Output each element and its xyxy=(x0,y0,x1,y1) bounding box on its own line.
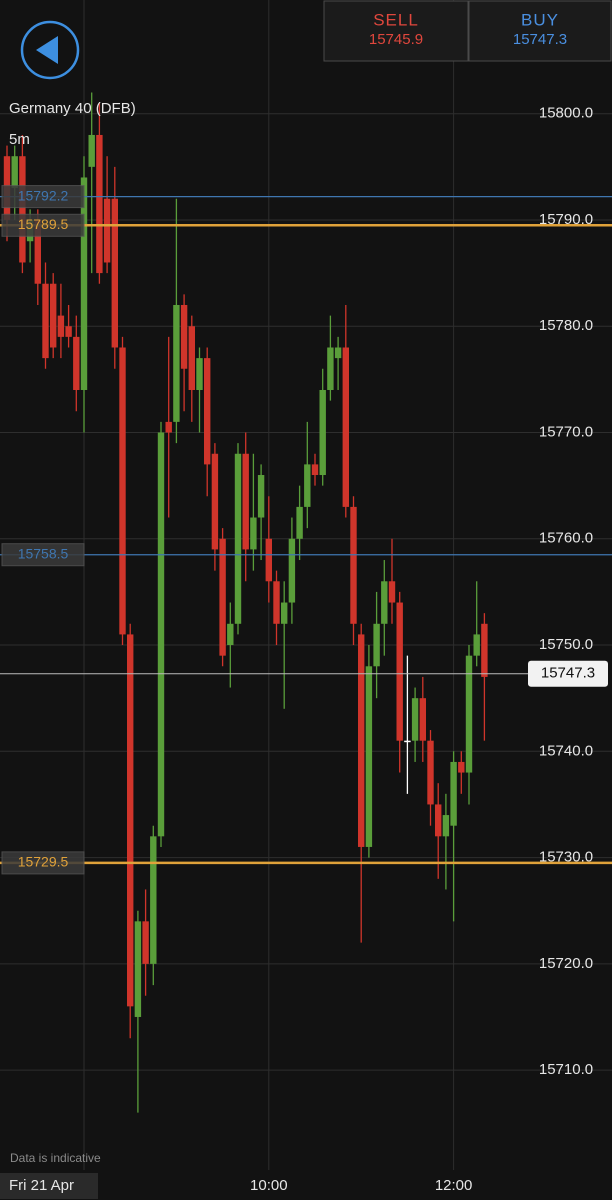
candle-body xyxy=(88,134,95,167)
candle-body xyxy=(50,283,57,348)
y-tick-label: 15790.0 xyxy=(539,211,593,228)
candle-body xyxy=(234,453,242,624)
candle-body xyxy=(396,602,403,741)
current-price-label: 15747.3 xyxy=(541,665,595,682)
candle-body xyxy=(442,815,450,837)
candle-body xyxy=(257,475,265,518)
date-badge xyxy=(0,1173,98,1199)
candle-body xyxy=(188,326,195,390)
candle-body xyxy=(481,623,488,677)
candle-body xyxy=(19,156,26,263)
candle-body xyxy=(211,453,219,550)
candle-body xyxy=(111,198,118,348)
x-tick-label: 10:00 xyxy=(250,1177,288,1194)
candle-body xyxy=(34,219,41,284)
candle-body xyxy=(250,517,257,550)
candle-body xyxy=(165,421,172,433)
candle-body xyxy=(350,506,357,624)
candle-body xyxy=(465,655,473,773)
candle-body xyxy=(334,347,342,359)
candle-body xyxy=(103,198,111,263)
candle-body xyxy=(180,304,188,369)
disclaimer: Data is indicative xyxy=(10,1151,101,1165)
candle-body xyxy=(427,740,434,805)
y-tick-label: 15750.0 xyxy=(539,636,593,653)
sell-price: 15745.9 xyxy=(369,31,423,48)
y-tick-label: 15730.0 xyxy=(539,849,593,866)
candle-body xyxy=(127,634,134,1007)
x-tick-label: 12:00 xyxy=(435,1177,473,1194)
candle-body xyxy=(142,921,149,964)
instrument-name: Germany 40 (DFB) xyxy=(9,100,136,117)
sell-button[interactable] xyxy=(323,0,469,62)
y-tick-label: 15760.0 xyxy=(539,530,593,547)
candle-body xyxy=(381,581,388,624)
level-badge xyxy=(1,185,85,209)
candle-body xyxy=(65,326,72,337)
level-label: 15789.5 xyxy=(18,216,69,232)
candle-body xyxy=(404,740,411,743)
candle-body xyxy=(119,347,126,635)
sell-label: SELL xyxy=(373,10,419,29)
y-tick-label: 15770.0 xyxy=(539,423,593,440)
candle-body xyxy=(73,336,80,390)
candle-body xyxy=(296,506,303,539)
buy-price: 15747.3 xyxy=(513,31,567,48)
candle-body xyxy=(319,390,326,476)
candle-body xyxy=(458,761,465,773)
y-tick-label: 15740.0 xyxy=(539,742,593,759)
candle-body xyxy=(204,358,211,465)
y-tick-label: 15720.0 xyxy=(539,955,593,972)
candle-body xyxy=(80,177,88,390)
candle-body xyxy=(288,538,296,603)
candle-body xyxy=(134,921,142,1017)
candle-body xyxy=(342,347,349,507)
y-tick-label: 15800.0 xyxy=(539,105,593,122)
candle-body xyxy=(57,315,65,337)
buy-button[interactable] xyxy=(468,0,612,62)
candle-body xyxy=(388,581,396,603)
level-badge xyxy=(1,543,85,567)
candle-body xyxy=(196,358,203,390)
y-tick-label: 15780.0 xyxy=(539,317,593,334)
candle-body xyxy=(242,453,249,550)
candle-body xyxy=(281,602,288,624)
level-label: 15792.2 xyxy=(18,187,69,203)
candle-body xyxy=(419,698,426,741)
candle-body xyxy=(373,623,380,667)
candle-body xyxy=(150,836,157,964)
level-label: 15758.5 xyxy=(18,545,69,561)
candle-body xyxy=(473,634,480,656)
candle-body xyxy=(227,623,234,646)
candle-body xyxy=(11,156,18,189)
candle-body xyxy=(411,698,419,741)
candle-body xyxy=(327,347,334,390)
back-button[interactable] xyxy=(20,20,80,80)
candle-body xyxy=(219,538,226,656)
date-label: Fri 21 Apr xyxy=(9,1177,74,1194)
level-label: 15729.5 xyxy=(18,854,69,870)
candle-body xyxy=(265,538,272,582)
back-icon xyxy=(36,36,58,64)
candle-body xyxy=(157,432,165,837)
level-badge xyxy=(1,213,85,237)
candle-body xyxy=(365,666,373,847)
candle-body xyxy=(304,464,311,507)
candle-body xyxy=(96,134,103,274)
candle-body xyxy=(450,761,457,826)
current-price-badge xyxy=(528,660,608,687)
buy-label: BUY xyxy=(521,10,559,29)
level-badge xyxy=(1,851,85,875)
candle-body xyxy=(273,581,280,624)
candle-body xyxy=(435,804,442,837)
candle-body xyxy=(311,464,319,476)
timeframe: 5m xyxy=(9,131,30,148)
candle-body xyxy=(42,283,49,359)
candle-body xyxy=(173,304,180,422)
y-tick-label: 15710.0 xyxy=(539,1061,593,1078)
candle-body xyxy=(358,634,365,847)
